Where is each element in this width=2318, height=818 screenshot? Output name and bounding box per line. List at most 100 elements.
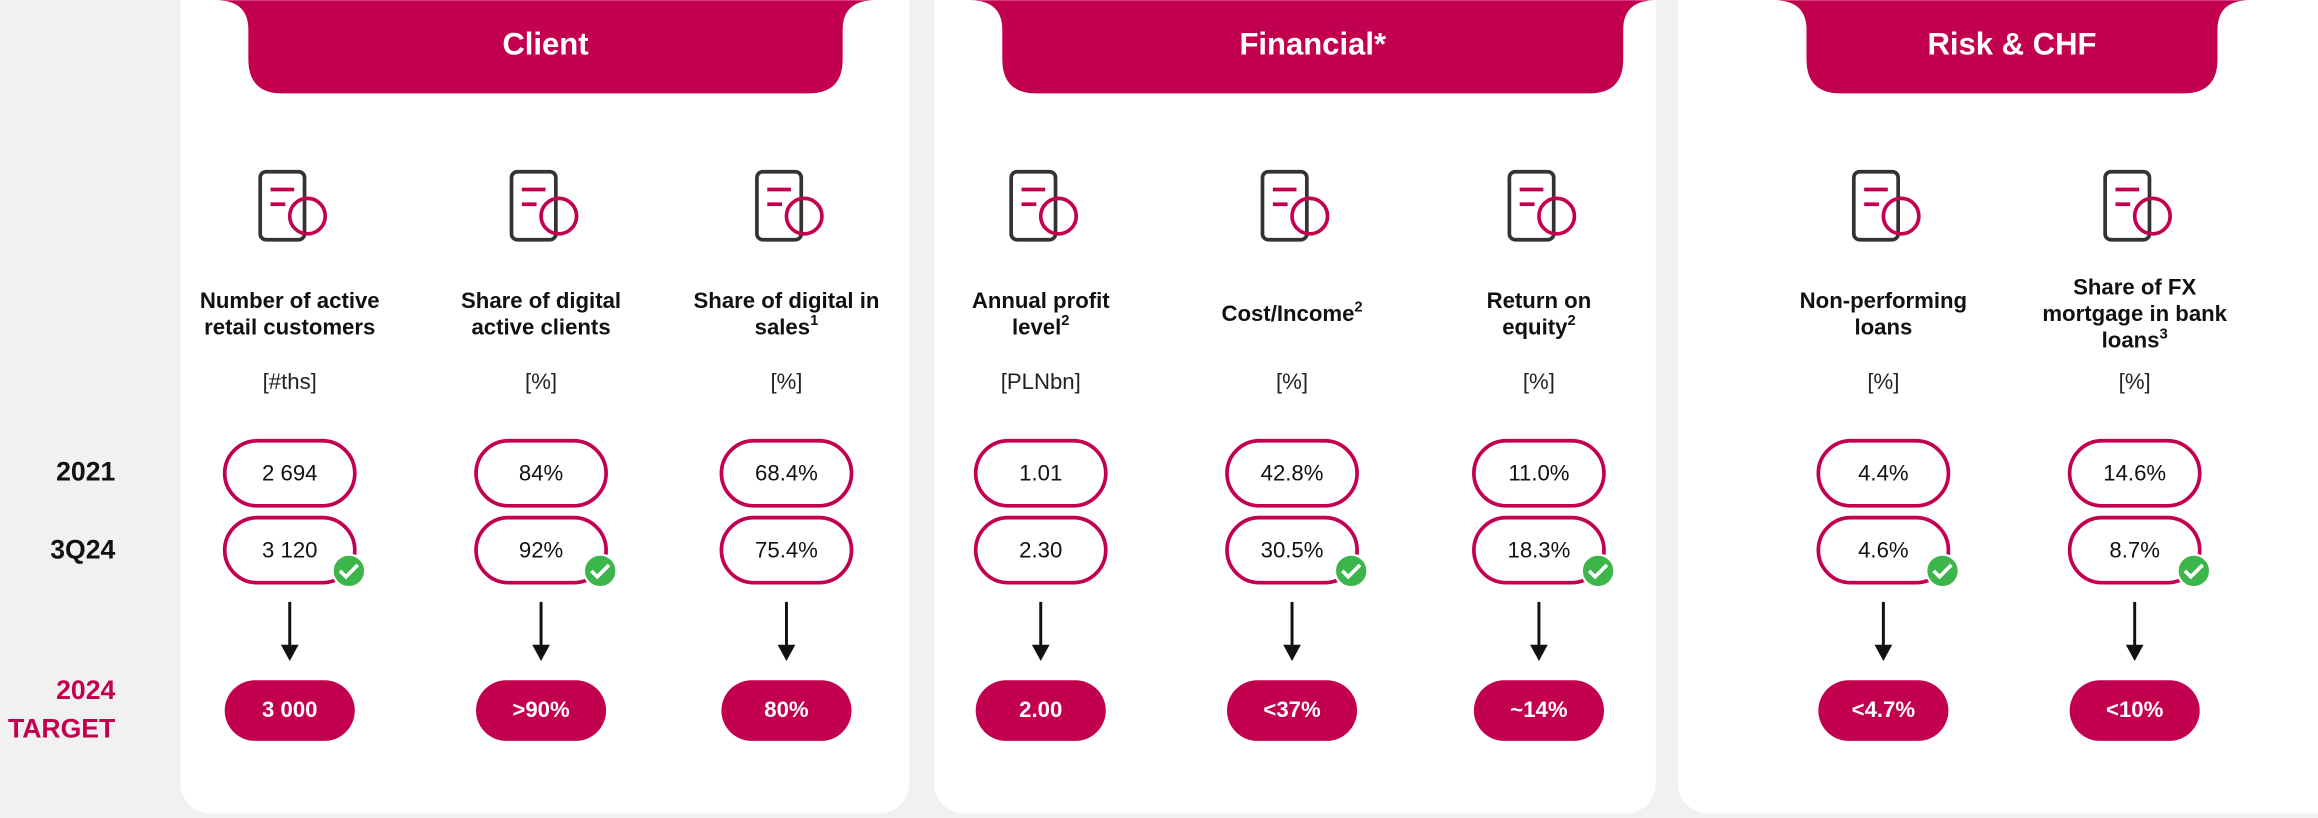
metric-icon (1260, 169, 1330, 242)
metric-value: 30.5% (1261, 538, 1324, 563)
metric-name-line: Annual profit (972, 288, 1110, 313)
metric-name-line: equity (1502, 314, 1568, 339)
value-pill (973, 438, 1108, 508)
arrow-head (1031, 644, 1050, 662)
check-badge (1925, 553, 1960, 589)
metric-sup: 3 (2160, 326, 2168, 342)
metric-value: 8.7% (2109, 538, 2160, 563)
metric-name-line: level (1012, 314, 1061, 339)
target-pill (975, 680, 1106, 741)
metric-value: 84% (519, 461, 563, 486)
check-mark (1932, 563, 1953, 580)
metric-name-line: loans (1854, 314, 1912, 339)
target-pill (1227, 680, 1358, 741)
value-pill (222, 515, 357, 585)
icon-shape (755, 169, 804, 242)
value-pill (474, 515, 608, 585)
metric-name: loans (1854, 314, 1912, 339)
metric-sup: 2 (1061, 313, 1069, 329)
target-value: 2.00 (1019, 697, 1062, 722)
target-value: 80% (764, 697, 809, 722)
metric-value: 42.8% (1261, 461, 1324, 486)
metric-icon (509, 169, 579, 242)
metric-name: Non-performing (1800, 288, 1967, 313)
check-mark (590, 563, 611, 580)
metric-value: 18.3% (1508, 538, 1571, 563)
target-pill (476, 680, 607, 741)
check-badge (2176, 553, 2212, 589)
panel-title: Financial* (1239, 26, 1387, 61)
check-mark (2183, 563, 2204, 580)
icon-shape (1009, 169, 1058, 242)
metric-sup: 1 (810, 313, 818, 329)
panel-title: Client (502, 26, 588, 61)
target-pill (2069, 680, 2200, 741)
arrow-head (532, 644, 550, 662)
value-pill (1225, 515, 1359, 585)
panel-tab (1773, 0, 2250, 94)
metric-unit: [%] (1276, 369, 1308, 394)
metric-value: 4.6% (1858, 538, 1909, 563)
arrow-head (777, 644, 796, 662)
target-value: <37% (1263, 697, 1321, 722)
icon-line (1272, 187, 1297, 207)
check-badge (331, 553, 367, 589)
panel-title: Risk & CHF (1927, 26, 2096, 61)
metric-unit: [%] (770, 369, 802, 394)
panel-tab (215, 0, 876, 94)
icon-line (1864, 187, 1888, 207)
metric-name: Annual profit (972, 288, 1110, 313)
icon-shape (509, 169, 558, 242)
icon-line (1519, 187, 1544, 207)
target-value: 3 000 (262, 697, 317, 722)
metric-value: 2 694 (262, 461, 317, 486)
check-mark (1341, 563, 1362, 580)
metric-name-line: mortgage in bank (2042, 301, 2227, 326)
metric-name-line: Share of digital (461, 288, 621, 313)
check-mark (1587, 563, 1609, 580)
metric-value: 4.4% (1858, 461, 1909, 486)
metric-value: 92% (519, 538, 563, 563)
metric-name-line: Number of active (200, 288, 380, 313)
icon-line (767, 187, 791, 207)
metric-icon (2103, 169, 2173, 242)
target-pill (224, 680, 355, 741)
target-label: 2024 (56, 675, 115, 705)
icon-line (521, 187, 546, 207)
target-pill (1818, 680, 1949, 741)
value-pill (1225, 438, 1359, 508)
metric-name-line: Share of digital in (694, 288, 880, 313)
target-value: >90% (512, 697, 570, 722)
panel (1677, 0, 2318, 814)
value-pill (474, 438, 608, 508)
metric-name: Share of digital in (694, 288, 880, 313)
value-pill (719, 438, 854, 508)
metric-name-line: loans (2102, 328, 2160, 353)
value-pill (1816, 515, 1951, 585)
metric-name-line: Share of FX (2073, 274, 2196, 299)
metric-value: 1.01 (1019, 461, 1062, 486)
value-pill (1816, 438, 1951, 508)
metric-value: 68.4% (755, 461, 818, 486)
row-label: 2021 (56, 456, 115, 486)
metric-value: 75.4% (755, 538, 818, 563)
metric-unit: [PLNbn] (1001, 369, 1081, 394)
icon-line (270, 187, 295, 207)
metric-icon (1507, 169, 1577, 242)
metric-name: Return on (1487, 288, 1592, 313)
icon-accent (2132, 196, 2173, 236)
target-pill (721, 680, 852, 741)
metric-icon (258, 169, 328, 242)
arrow-head (280, 644, 299, 662)
icon-line (2115, 187, 2140, 207)
metric-unit: [%] (525, 369, 557, 394)
row-label: 3Q24 (50, 535, 115, 565)
value-pill (1472, 515, 1606, 585)
check-badge (1580, 553, 1616, 589)
arrow-head (1530, 644, 1548, 662)
icon-accent (784, 196, 824, 236)
icon-shape (1507, 169, 1556, 242)
arrow-head (1283, 644, 1301, 662)
icon-accent (539, 196, 579, 236)
value-pill (2067, 438, 2202, 508)
